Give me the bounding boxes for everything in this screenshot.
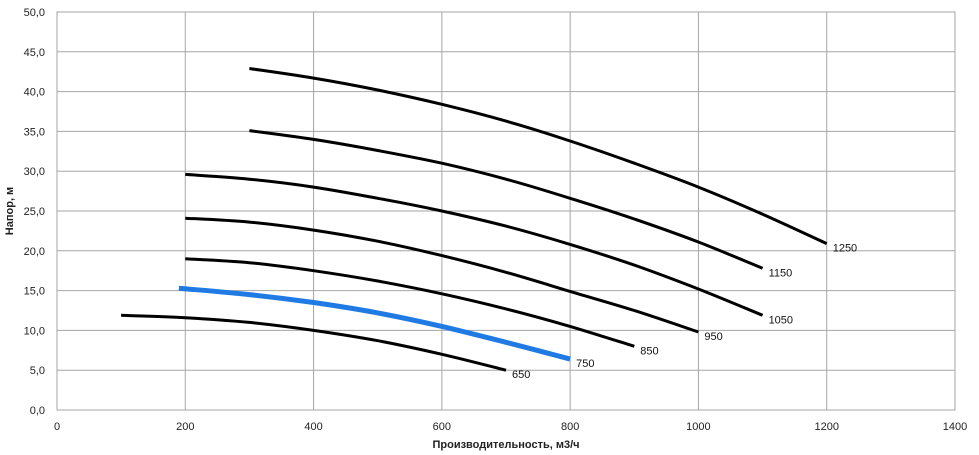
y-tick-label: 15,0 — [24, 286, 45, 298]
y-tick-label: 5,0 — [30, 365, 45, 377]
series-line-750 — [178, 285, 571, 362]
series-label-650: 650 — [512, 369, 530, 381]
y-tick-label: 45,0 — [24, 47, 45, 59]
series-line-850 — [185, 257, 635, 348]
y-axis-title: Напор, м — [4, 187, 16, 235]
series-label-850: 850 — [640, 345, 658, 357]
series-line-1050 — [185, 172, 764, 317]
series-lines — [121, 67, 828, 372]
series-label-950: 950 — [704, 331, 722, 343]
x-tick-label: 800 — [561, 421, 579, 433]
y-tick-label: 10,0 — [24, 325, 45, 337]
series-label-750: 750 — [576, 358, 594, 370]
y-tick-label: 0,0 — [30, 405, 45, 417]
series-label-1050: 1050 — [769, 314, 793, 326]
y-tick-label: 40,0 — [24, 87, 45, 99]
x-tick-label: 0 — [54, 421, 60, 433]
series-label-1250: 1250 — [833, 243, 857, 255]
x-tick-label: 600 — [433, 421, 451, 433]
x-tick-label: 1200 — [814, 421, 838, 433]
y-tick-label: 20,0 — [24, 246, 45, 258]
y-tick-label: 30,0 — [24, 166, 45, 178]
y-tick-label: 35,0 — [24, 126, 45, 138]
x-tick-label: 1400 — [943, 421, 967, 433]
series-line-650 — [121, 313, 507, 372]
y-tick-label: 25,0 — [24, 206, 45, 218]
grid — [56, 11, 956, 411]
x-tick-label: 200 — [176, 421, 194, 433]
series-line-950 — [185, 216, 699, 334]
x-axis-ticks: 0 200 400 600 800 1000 1200 1400 — [54, 421, 967, 433]
series-label-1150: 1150 — [769, 267, 793, 279]
series-line-1150 — [249, 129, 764, 270]
x-axis-title: Производительность, м3/ч — [432, 439, 579, 451]
x-tick-label: 1000 — [686, 421, 710, 433]
y-axis-ticks: 0,0 5,0 10,0 15,0 20,0 25,0 30,0 35,0 40,0 45,0 50… — [24, 7, 45, 417]
plot-area — [56, 11, 956, 411]
y-tick-label: 50,0 — [24, 7, 45, 19]
series-labels: 650 750 850 950 1050 1150 1250 — [512, 243, 857, 382]
series-line-1250 — [249, 67, 828, 245]
x-tick-label: 400 — [304, 421, 322, 433]
